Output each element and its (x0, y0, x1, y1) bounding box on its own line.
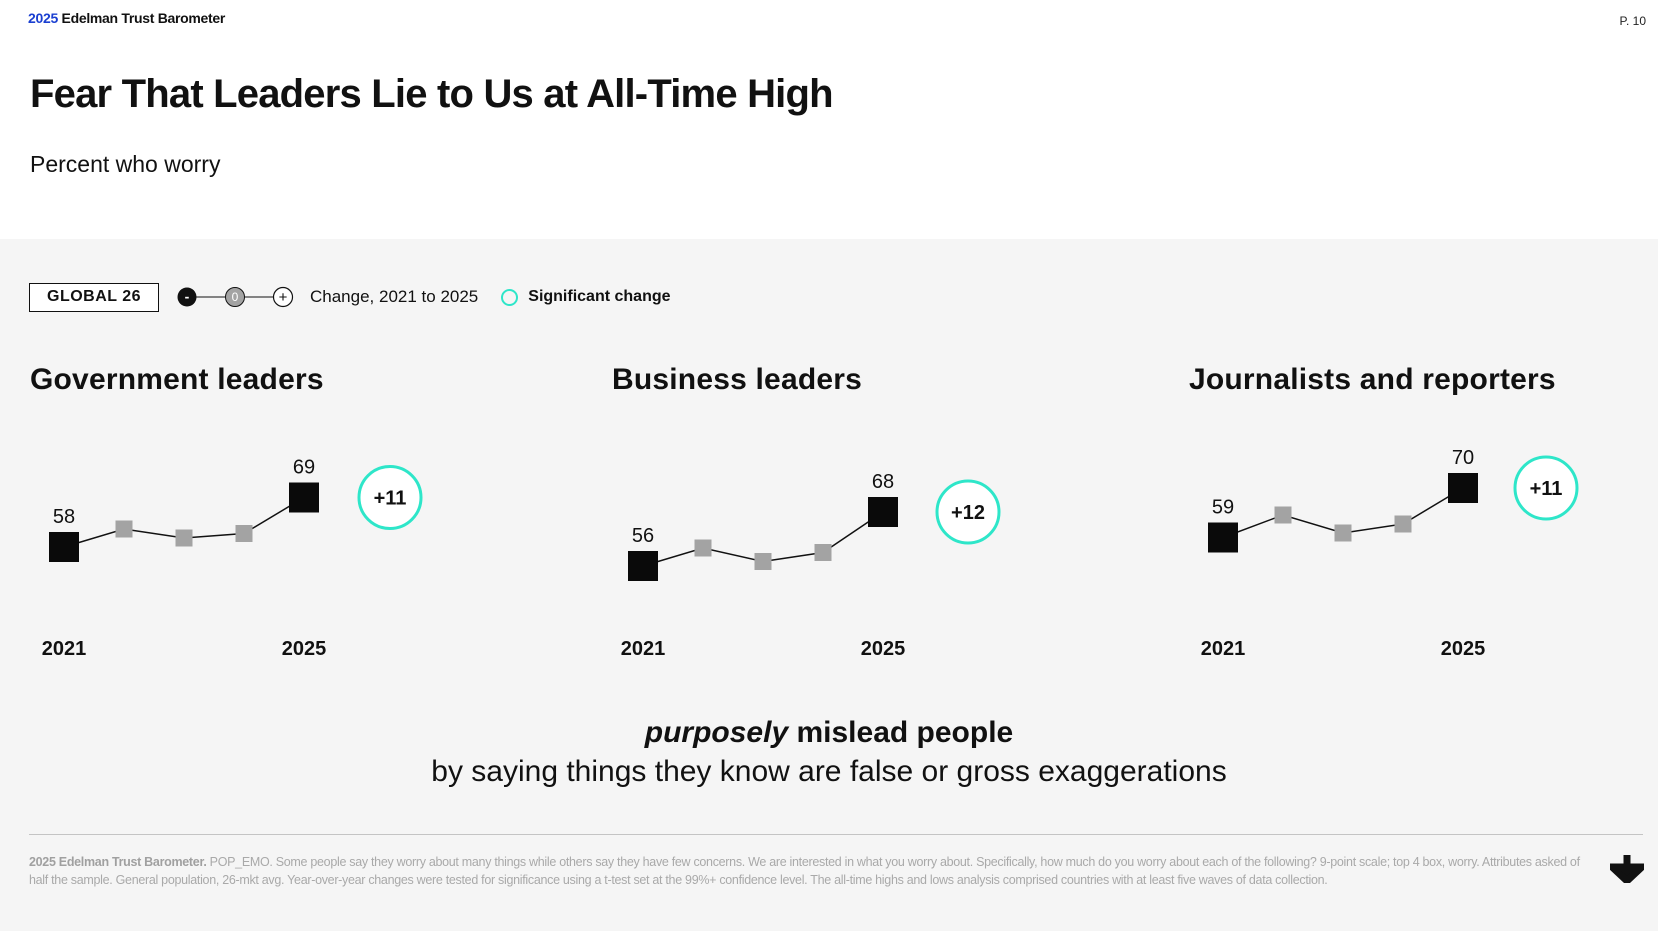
change-label: Change, 2021 to 2025 (310, 287, 479, 306)
endpoint-marker (289, 482, 319, 513)
wave-marker (1334, 524, 1352, 542)
charts-canvas: 58 69 2021 2025 +11 56 68 2021 2025 +12 59 70 2021 20… (42, 447, 1579, 660)
brand-year: 2025 (28, 10, 58, 26)
wave-marker (814, 544, 832, 561)
scale-zero: 0 (232, 290, 239, 304)
x-tick-label: 2021 (621, 638, 666, 660)
legend-row: GLOBAL 26 - 0 + Change, 2021 to 2025 Sig… (29, 281, 671, 313)
data-label: 56 (632, 525, 654, 547)
change-ring (935, 479, 1001, 545)
page-subtitle: Percent who worry (30, 151, 221, 177)
caption-line-2: by saying things they know are false or … (431, 755, 1227, 788)
footnote: 2025 Edelman Trust Barometer. POP_EMO. S… (29, 853, 1589, 889)
change-ring (1513, 455, 1579, 521)
caption-line-1: purposely mislead people (0, 716, 1658, 750)
wave-marker (1274, 506, 1292, 524)
page-title: Fear That Leaders Lie to Us at All-Time … (30, 72, 834, 116)
footnote-text: POP_EMO. Some people say they worry abou… (29, 855, 1580, 887)
data-label: 70 (1452, 447, 1474, 469)
data-label: 69 (293, 457, 315, 479)
wave-marker (175, 529, 193, 547)
next-arrow-icon[interactable] (1610, 851, 1644, 883)
wave-marker (694, 539, 712, 557)
significant-label: Significant change (528, 288, 671, 305)
brand-logo: 2025 Edelman Trust Barometer (28, 10, 225, 26)
endpoint-marker (49, 532, 79, 562)
caption-emphasis: purposely (644, 716, 789, 749)
scale-minus: - (185, 289, 190, 305)
x-tick-label: 2025 (861, 638, 906, 660)
change-value: +11 (374, 488, 407, 510)
data-label: 58 (53, 506, 75, 528)
footnote-source: 2025 Edelman Trust Barometer. (29, 855, 207, 869)
endpoint-marker (1448, 473, 1478, 503)
wave-marker (754, 553, 772, 570)
change-scale-icon: - 0 + (177, 286, 294, 308)
data-label: 68 (872, 471, 894, 493)
panel-title-business: Business leaders (612, 363, 862, 396)
panel-title-journalists: Journalists and reporters (1189, 363, 1556, 396)
panel-title-government: Government leaders (30, 363, 324, 396)
change-ring (357, 465, 423, 530)
change-value: +12 (951, 502, 985, 524)
brand-name: Edelman Trust Barometer (61, 10, 226, 26)
caption-rest: mislead people (788, 716, 1014, 749)
endpoint-marker (868, 497, 898, 527)
x-tick-label: 2025 (1441, 638, 1486, 660)
x-tick-label: 2025 (282, 638, 327, 660)
endpoint-marker (628, 551, 658, 581)
x-tick-label: 2021 (42, 638, 87, 660)
endpoint-marker (1208, 522, 1238, 553)
x-tick-label: 2021 (1201, 638, 1246, 660)
page-number: P. 10 (1619, 14, 1646, 28)
data-label: 59 (1212, 497, 1234, 519)
footer-divider (29, 834, 1643, 835)
global-badge: GLOBAL 26 (29, 282, 159, 312)
change-value: +11 (1530, 478, 1563, 500)
scale-plus: + (279, 289, 288, 306)
wave-marker (115, 520, 133, 538)
significant-ring-icon (501, 288, 519, 306)
wave-marker (1394, 515, 1412, 533)
header-area: 2025 Edelman Trust Barometer P. 10 Fear … (0, 0, 1658, 239)
wave-marker (235, 525, 253, 542)
